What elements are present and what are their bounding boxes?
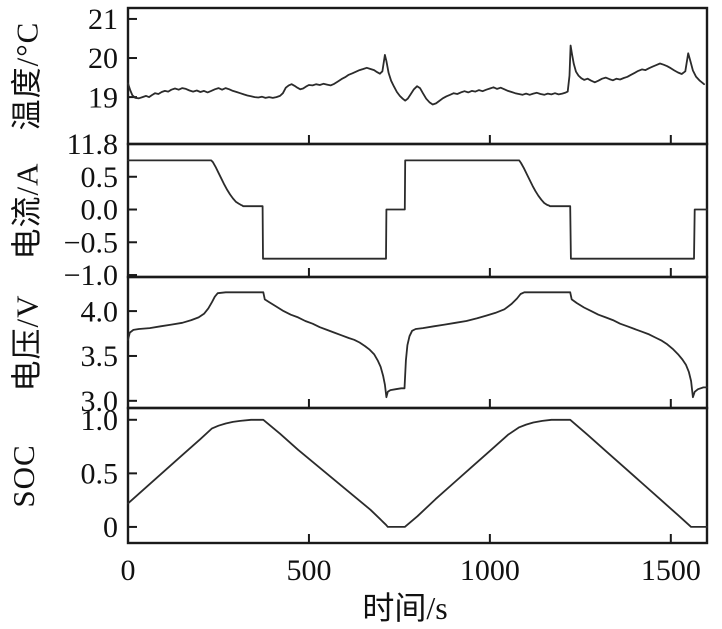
y-tick-label: 1.0 bbox=[81, 404, 119, 437]
y-tick-label: 0.0 bbox=[81, 194, 119, 227]
y-tick-label: 0.5 bbox=[81, 458, 119, 491]
x-tick-label: 1500 bbox=[641, 554, 701, 587]
panel-voltage: 4.0 3.5 3.0 bbox=[81, 275, 709, 418]
y-axis-label-soc: SOC bbox=[6, 444, 41, 508]
temperature-series bbox=[127, 44, 705, 106]
x-axis-label: 时间/s bbox=[362, 590, 448, 626]
x-tick-label: 0 bbox=[121, 554, 136, 587]
y-axis-label-current: 电流/A bbox=[9, 162, 45, 260]
panel-temperature: 21 20 19 bbox=[88, 3, 709, 146]
y-tick-label: −1.0 bbox=[64, 259, 118, 292]
axes-frame bbox=[126, 6, 709, 146]
current-series bbox=[127, 159, 708, 260]
y-tick-label: 0.5 bbox=[81, 161, 119, 194]
y-tick-label: 21 bbox=[88, 3, 118, 36]
y-tick-label: 3.5 bbox=[81, 340, 119, 373]
y-tick-label: 20 bbox=[88, 42, 118, 75]
y-axis-label-temperature: 温度/°C bbox=[9, 21, 45, 131]
y-tick-label: −0.5 bbox=[64, 226, 118, 259]
x-tick-label: 500 bbox=[286, 554, 331, 587]
y-tick-label: 3.0 bbox=[81, 385, 119, 418]
y-tick-label: 4.0 bbox=[81, 295, 119, 328]
voltage-series bbox=[127, 291, 708, 399]
y-axis-label-voltage: 电压/V bbox=[9, 294, 45, 392]
y-tick-label: 11.8 bbox=[67, 128, 118, 161]
panel-current: 11.80.50.0−0.5−1.0 bbox=[64, 128, 709, 292]
y-tick-label: 0 bbox=[103, 511, 118, 544]
axes-frame bbox=[126, 406, 709, 545]
x-tick-label: 1000 bbox=[460, 554, 520, 587]
y-tick-label: 19 bbox=[88, 81, 118, 114]
panel-soc: 1.0 0.5 00 500 1000 1500 bbox=[81, 404, 709, 587]
soc-series bbox=[127, 418, 708, 528]
